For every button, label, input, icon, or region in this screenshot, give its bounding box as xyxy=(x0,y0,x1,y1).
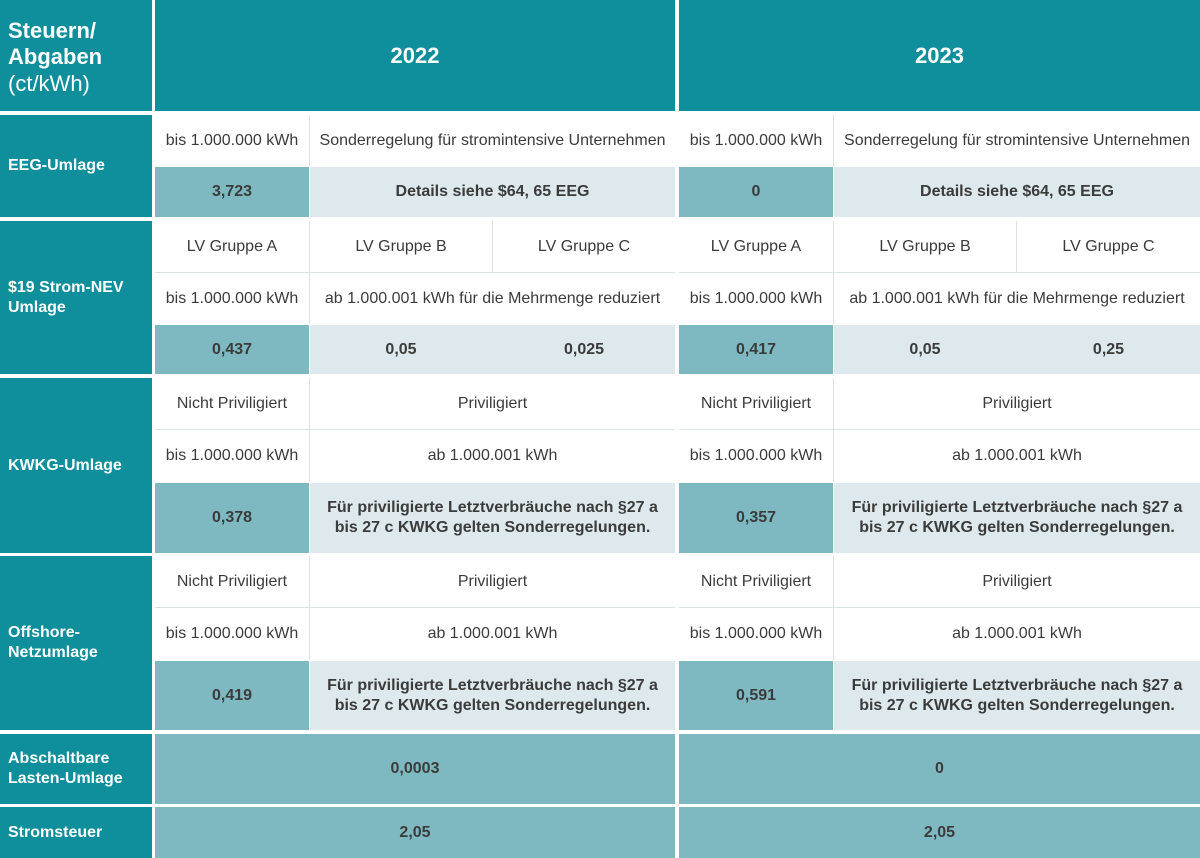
row-divider xyxy=(155,607,675,608)
row-label-stromsteuer: Stromsteuer xyxy=(0,807,152,858)
eeg-2022-value: 3,723 xyxy=(155,167,309,217)
stromsteuer-2023-value: 2,05 xyxy=(679,807,1200,858)
nev-2023-basic: bis 1.000.000 kWh xyxy=(679,273,833,324)
stromsteuer-2022-value: 2,05 xyxy=(155,807,675,858)
kwkg-2023-above: ab 1.000.001 kWh xyxy=(834,430,1200,482)
nev-2022-value-a: 0,437 xyxy=(155,325,309,374)
nev-2022-group-c: LV Gruppe C xyxy=(493,221,675,272)
nev-2022-group-b: LV Gruppe B xyxy=(310,221,492,272)
offshore-2023-not-priv: Nicht Priviligiert xyxy=(679,556,833,607)
nev-2023-values-bc xyxy=(834,325,1200,374)
offshore-2022-basic: bis 1.000.000 kWh xyxy=(155,608,309,660)
kwkg-2023-not-priv: Nicht Priviligiert xyxy=(679,378,833,429)
abschalt-2023-value: 0 xyxy=(679,734,1200,804)
row-label-eeg: EEG-Umlage xyxy=(0,115,152,217)
eeg-2023-value: 0 xyxy=(679,167,833,217)
row-divider xyxy=(155,429,675,430)
offshore-2022-note: Für priviligierte Letztverbräuche nach §… xyxy=(310,661,675,730)
offshore-2023-priv: Priviligiert xyxy=(834,556,1200,607)
row-divider xyxy=(155,272,675,273)
nev-2022-values-bc xyxy=(310,325,675,374)
cell-divider xyxy=(1016,221,1017,272)
cell-divider xyxy=(833,556,834,660)
kwkg-2023-priv: Priviligiert xyxy=(834,378,1200,429)
offshore-2022-value: 0,419 xyxy=(155,661,309,730)
kwkg-2023-basic: bis 1.000.000 kWh xyxy=(679,430,833,482)
offshore-2022-not-priv: Nicht Priviligiert xyxy=(155,556,309,607)
kwkg-2023-value: 0,357 xyxy=(679,483,833,553)
kwkg-2022-not-priv: Nicht Priviligiert xyxy=(155,378,309,429)
nev-2023-group-c: LV Gruppe C xyxy=(1017,221,1200,272)
row-label-nev: $19 Strom-NEV Umlage xyxy=(0,221,152,374)
eeg-2023-special: Sonderregelung für stromintensive Untern… xyxy=(834,115,1200,166)
kwkg-2022-note: Für priviligierte Letztverbräuche nach §… xyxy=(310,483,675,553)
nev-2023-reduced: ab 1.000.001 kWh für die Mehrmenge reduz… xyxy=(834,273,1200,324)
kwkg-2022-priv: Priviligiert xyxy=(310,378,675,429)
year-header-2023: 2023 xyxy=(679,0,1200,111)
year-header-2022: 2022 xyxy=(155,0,675,111)
offshore-2023-note: Für priviligierte Letztverbräuche nach §… xyxy=(834,661,1200,730)
eeg-2023-basic: bis 1.000.000 kWh xyxy=(679,115,833,166)
cell-divider xyxy=(492,221,493,272)
kwkg-2022-above: ab 1.000.001 kWh xyxy=(310,430,675,482)
offshore-2022-priv: Priviligiert xyxy=(310,556,675,607)
eeg-2022-details: Details siehe $64, 65 EEG xyxy=(310,167,675,217)
kwkg-2023-note: Für priviligierte Letztverbräuche nach §… xyxy=(834,483,1200,553)
nev-2022-group-a: LV Gruppe A xyxy=(155,221,309,272)
nev-2023-group-a: LV Gruppe A xyxy=(679,221,833,272)
nev-2023-value-b: 0,05 xyxy=(909,340,941,358)
kwkg-2022-basic: bis 1.000.000 kWh xyxy=(155,430,309,482)
offshore-2023-above: ab 1.000.001 kWh xyxy=(834,608,1200,660)
corner-header: Steuern/ Abgaben (ct/kWh) xyxy=(0,0,152,111)
nev-2023-value-a: 0,417 xyxy=(679,325,833,374)
row-divider xyxy=(679,272,1200,273)
row-label-abschalt: Abschaltbare Lasten-Umlage xyxy=(0,734,152,804)
nev-2022-reduced: ab 1.000.001 kWh für die Mehrmenge reduz… xyxy=(310,273,675,324)
eeg-2022-special: Sonderregelung für stromintensive Untern… xyxy=(310,115,675,166)
cell-divider xyxy=(833,115,834,166)
row-label-kwkg: KWKG-Umlage xyxy=(0,378,152,553)
corner-unit: (ct/kWh) xyxy=(8,70,90,96)
abschalt-2022-value: 0,0003 xyxy=(155,734,675,804)
cell-divider xyxy=(309,556,310,660)
offshore-2022-above: ab 1.000.001 kWh xyxy=(310,608,675,660)
row-divider xyxy=(679,607,1200,608)
corner-title-line2: Abgaben xyxy=(8,44,103,70)
kwkg-2022-value: 0,378 xyxy=(155,483,309,553)
row-divider xyxy=(679,429,1200,430)
row-label-offshore: Offshore-Netzumlage xyxy=(0,556,152,730)
nev-2022-value-b: 0,05 xyxy=(385,340,417,358)
cell-divider xyxy=(833,378,834,482)
offshore-2023-basic: bis 1.000.000 kWh xyxy=(679,608,833,660)
eeg-2023-details: Details siehe $64, 65 EEG xyxy=(834,167,1200,217)
cell-divider xyxy=(309,115,310,166)
nev-2022-value-c: 0,025 xyxy=(563,340,605,358)
nev-2023-group-b: LV Gruppe B xyxy=(834,221,1016,272)
offshore-2023-value: 0,591 xyxy=(679,661,833,730)
eeg-2022-basic: bis 1.000.000 kWh xyxy=(155,115,309,166)
corner-title-line1: Steuern/ xyxy=(8,18,97,43)
cell-divider xyxy=(309,378,310,482)
nev-2023-value-c: 0,25 xyxy=(1092,340,1125,358)
nev-2022-basic: bis 1.000.000 kWh xyxy=(155,273,309,324)
